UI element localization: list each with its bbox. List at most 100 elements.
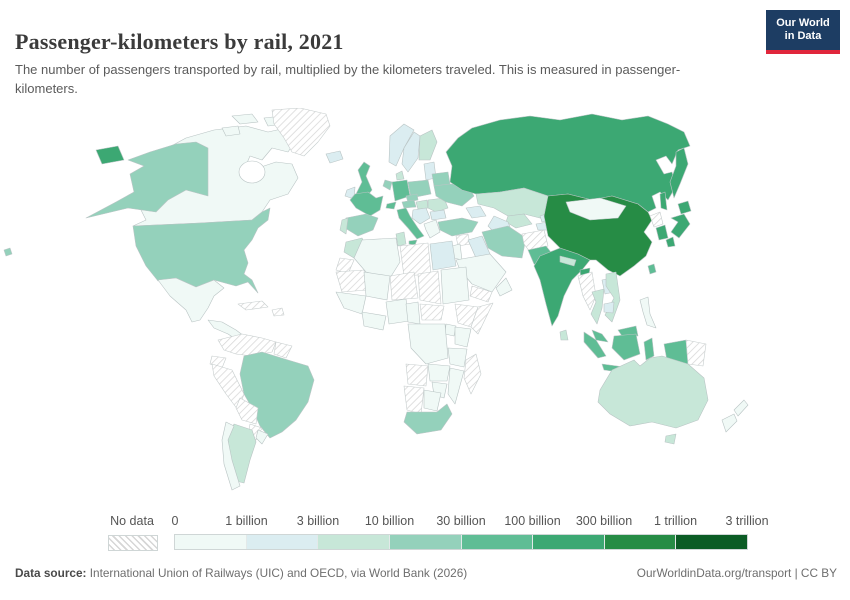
country-colombia-venezuela[interactable] [217, 333, 277, 357]
country-zambia[interactable] [427, 363, 451, 382]
country-oman[interactable] [495, 277, 513, 297]
country-finland[interactable] [418, 129, 438, 161]
country-tanzania[interactable] [447, 347, 468, 368]
country-japan-honshu[interactable] [670, 213, 691, 239]
country-papua-new-guinea[interactable] [685, 339, 707, 367]
country-canada-arctic-1[interactable] [231, 113, 259, 125]
legend-bin-swatch[interactable] [246, 535, 319, 549]
country-dr-congo[interactable] [407, 323, 449, 365]
country-bolivia[interactable] [235, 397, 259, 425]
country-united-kingdom[interactable] [355, 161, 373, 201]
country-taiwan[interactable] [647, 263, 657, 275]
country-south-africa[interactable] [403, 403, 453, 435]
country-chad[interactable] [417, 270, 442, 305]
region-guyanas[interactable] [273, 341, 293, 359]
country-namibia[interactable] [403, 385, 425, 415]
country-somalia[interactable] [470, 302, 494, 335]
country-niger[interactable] [389, 271, 419, 301]
country-cambodia[interactable] [603, 301, 615, 314]
country-usa-alaska[interactable] [85, 141, 209, 219]
owid-url-license[interactable]: OurWorldinData.org/transport | CC BY [636, 566, 837, 580]
country-vietnam[interactable] [604, 271, 621, 323]
region-ghana-ivory-coast[interactable] [361, 311, 387, 331]
country-north-korea[interactable] [649, 211, 664, 228]
country-yemen[interactable] [469, 285, 493, 303]
country-kazakhstan[interactable] [475, 187, 553, 219]
country-canada-arctic-3[interactable] [221, 125, 241, 137]
country-spain[interactable] [344, 213, 379, 237]
country-brazil[interactable] [239, 351, 315, 439]
country-sweden[interactable] [401, 131, 421, 173]
country-russia-kamchatka[interactable] [669, 147, 689, 199]
country-japan-hokkaido[interactable] [677, 200, 692, 215]
legend-bin-swatch[interactable] [389, 535, 462, 549]
country-botswana[interactable] [423, 389, 442, 412]
country-china[interactable] [543, 193, 653, 277]
country-indonesia-borneo[interactable] [611, 333, 641, 361]
country-hispaniola[interactable] [271, 307, 285, 317]
country-indonesia-sumatra[interactable] [583, 331, 607, 359]
legend-bin-swatch[interactable] [461, 535, 534, 549]
country-turkey[interactable] [437, 217, 479, 237]
country-cuba[interactable] [237, 300, 269, 311]
country-russia-sakhalin[interactable] [659, 191, 668, 211]
region-balkans[interactable] [411, 207, 431, 225]
country-iceland[interactable] [325, 150, 344, 164]
country-mongolia[interactable] [565, 197, 627, 221]
country-chile[interactable] [221, 421, 241, 491]
country-japan-kyushu[interactable] [665, 236, 676, 248]
country-portugal[interactable] [339, 217, 349, 235]
country-usa-hawaii[interactable] [3, 247, 13, 257]
country-france[interactable] [349, 191, 384, 217]
country-new-zealand-north[interactable] [733, 399, 749, 417]
region-west-africa[interactable] [335, 291, 367, 315]
country-libya[interactable] [399, 242, 432, 277]
country-central-african-republic[interactable] [419, 303, 445, 321]
country-mozambique[interactable] [447, 367, 465, 405]
legend-bin-swatch[interactable] [318, 535, 390, 549]
country-greenland[interactable] [271, 107, 331, 157]
owid-logo[interactable]: Our World in Data [766, 10, 840, 54]
country-mexico[interactable] [157, 277, 225, 323]
country-russia-chukotka[interactable] [95, 145, 125, 165]
legend-no-data-swatch[interactable] [108, 535, 158, 551]
country-madagascar[interactable] [463, 353, 482, 395]
country-egypt[interactable] [429, 240, 457, 271]
country-nepal[interactable] [559, 255, 577, 267]
country-australia-tasmania[interactable] [664, 433, 677, 445]
legend-bin-swatch[interactable] [175, 535, 247, 549]
country-uzbekistan[interactable] [505, 213, 533, 229]
country-uruguay[interactable] [255, 429, 269, 445]
country-angola[interactable] [405, 363, 429, 387]
country-hungary[interactable] [415, 199, 429, 210]
country-italy[interactable] [396, 207, 425, 240]
country-philippines[interactable] [639, 296, 657, 329]
country-malaysia[interactable] [591, 329, 609, 343]
country-myanmar[interactable] [577, 271, 597, 311]
country-poland[interactable] [407, 179, 432, 199]
country-mauritania[interactable] [335, 269, 368, 293]
country-indonesia-sulawesi[interactable] [643, 337, 655, 361]
country-greece[interactable] [423, 219, 441, 239]
legend-bin-swatch[interactable] [676, 535, 747, 549]
country-australia[interactable] [597, 355, 709, 429]
country-czechia[interactable] [405, 193, 419, 203]
country-bulgaria[interactable] [429, 209, 447, 221]
country-belarus[interactable] [431, 171, 451, 187]
country-nigeria[interactable] [385, 298, 410, 325]
country-uganda[interactable] [444, 323, 457, 337]
country-austria[interactable] [401, 199, 417, 209]
region-benelux[interactable] [382, 179, 393, 191]
country-malaysia-borneo[interactable] [617, 325, 639, 337]
country-thailand[interactable] [590, 288, 605, 325]
country-denmark[interactable] [395, 170, 405, 181]
legend-bin-swatch[interactable] [533, 535, 605, 549]
country-kenya[interactable] [454, 326, 472, 348]
country-sri-lanka[interactable] [559, 329, 569, 341]
country-south-korea[interactable] [655, 224, 669, 241]
country-cameroon[interactable] [405, 301, 421, 325]
legend-bin-swatch[interactable] [604, 535, 677, 549]
country-new-zealand-south[interactable] [721, 413, 738, 433]
country-tunisia[interactable] [395, 231, 407, 247]
country-switzerland[interactable] [385, 201, 397, 210]
